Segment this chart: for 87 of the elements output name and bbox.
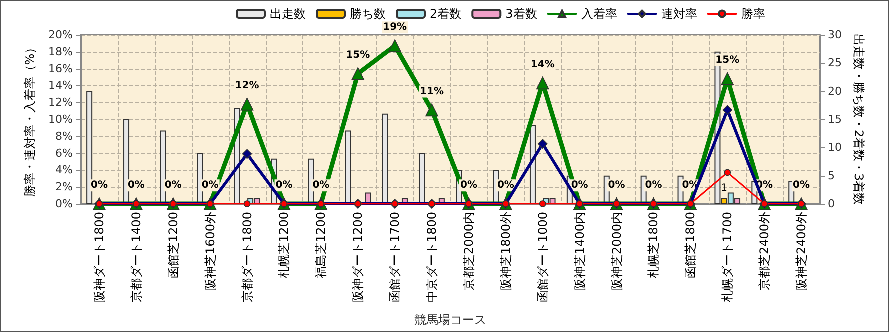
bar <box>530 125 536 204</box>
x-tick-label: 阪神芝1400内 <box>572 212 587 291</box>
point <box>724 169 732 176</box>
y-axis-title: 勝率・連対率・入着率（%） <box>23 42 37 198</box>
y2-tick-label: 30 <box>828 28 842 42</box>
y-tick-label: 20% <box>48 28 73 42</box>
data-label: 0% <box>276 180 293 192</box>
y2-tick-label: 25 <box>828 56 842 70</box>
data-label: 0% <box>202 180 219 192</box>
data-label: 0% <box>608 180 626 192</box>
data-label: 0% <box>460 180 478 192</box>
y2-axis-title: 出走数・勝ち数・2着数・3着数 <box>852 34 866 206</box>
x-tick-label: 函館ダート1000 <box>536 212 550 303</box>
bar <box>382 114 388 204</box>
y-tick-label: 2% <box>56 180 73 194</box>
data-label: 1 <box>721 182 728 194</box>
bar <box>160 130 166 204</box>
data-label: 0% <box>164 180 182 192</box>
x-tick-label: 札幌芝1200 <box>277 212 292 279</box>
point <box>244 200 251 208</box>
x-tick-label: 中京ダート1800 <box>425 212 440 303</box>
legend-label: 3着数 <box>506 7 538 21</box>
bar <box>365 192 372 204</box>
data-label: 15% <box>346 50 370 61</box>
point <box>240 98 254 111</box>
data-label: 0% <box>90 180 108 192</box>
x-tick-label: 京都ダート1800 <box>240 212 254 303</box>
x-tick-label: 札幌ダート1700 <box>720 212 735 303</box>
data-label: 0% <box>571 180 588 192</box>
x-tick-label: 函館ダート1700 <box>388 212 402 303</box>
bar <box>419 153 426 204</box>
point <box>721 72 734 86</box>
x-tick-label: 福島芝1200 <box>314 212 328 279</box>
point <box>539 200 546 208</box>
y-tick-label: 0% <box>56 198 73 210</box>
legend-label: 勝率 <box>741 7 766 21</box>
data-label: 14% <box>530 59 555 70</box>
y-tick-label: 12% <box>48 96 73 110</box>
y2-tick-label: 15 <box>828 113 842 126</box>
data-label: 0% <box>312 180 330 192</box>
y2-tick-label: 10 <box>828 141 842 154</box>
bar <box>124 120 130 204</box>
point <box>388 40 402 52</box>
bar <box>86 91 93 204</box>
data-label: 0% <box>128 180 145 192</box>
point <box>722 105 733 116</box>
x-tick-label: 阪神芝2400外 <box>794 212 809 291</box>
data-label: 11% <box>420 86 444 98</box>
x-tick-label: 函館芝1200 <box>166 212 180 279</box>
y-tick-label: 14% <box>48 79 73 92</box>
x-tick-label: 阪神芝1800外 <box>498 212 513 291</box>
point <box>538 139 548 149</box>
x-tick-label: 阪神ダート1800 <box>92 212 106 303</box>
legend-label: 入着率 <box>581 7 618 21</box>
x-tick-label: 札幌芝1800 <box>646 212 661 279</box>
x-tick-label: 京都ダート1400 <box>129 212 144 303</box>
y-tick-label: 10% <box>48 113 73 126</box>
x-tick-label: 京都芝2400外 <box>758 212 772 291</box>
data-label: 19% <box>383 22 408 34</box>
y-tick-label: 18% <box>48 45 73 58</box>
point <box>536 76 550 90</box>
data-label: 0% <box>793 180 810 192</box>
data-label: 12% <box>235 80 260 92</box>
point <box>426 104 438 117</box>
legend-label: 出走数 <box>270 7 306 21</box>
y2-tick-label: 5 <box>828 169 835 182</box>
legend-label: 2着数 <box>430 7 462 21</box>
y-tick-label: 6% <box>56 146 73 160</box>
x-axis-title: 競馬場コース <box>414 313 486 327</box>
y2-tick-label: 20 <box>828 84 842 98</box>
y-tick-label: 8% <box>56 130 73 143</box>
data-label: 0% <box>645 180 662 192</box>
x-tick-label: 函館芝1800 <box>684 212 698 279</box>
data-label: 15% <box>716 55 740 66</box>
x-tick-label: 京都芝2000内 <box>462 212 476 291</box>
point <box>352 67 365 80</box>
x-tick-label: 阪神芝1600外 <box>203 212 218 291</box>
y-tick-label: 16% <box>48 62 73 76</box>
x-tick-label: 阪神ダート1200 <box>351 212 366 303</box>
data-label: 0% <box>497 180 514 192</box>
y-tick-label: 4% <box>56 164 73 177</box>
legend-label: 勝ち数 <box>350 7 386 21</box>
point <box>242 149 252 160</box>
legend-label: 連対率 <box>661 7 698 21</box>
bar <box>345 130 352 204</box>
y2-tick-label: 0 <box>828 198 835 210</box>
x-tick-label: 阪神芝2000内 <box>610 212 624 291</box>
